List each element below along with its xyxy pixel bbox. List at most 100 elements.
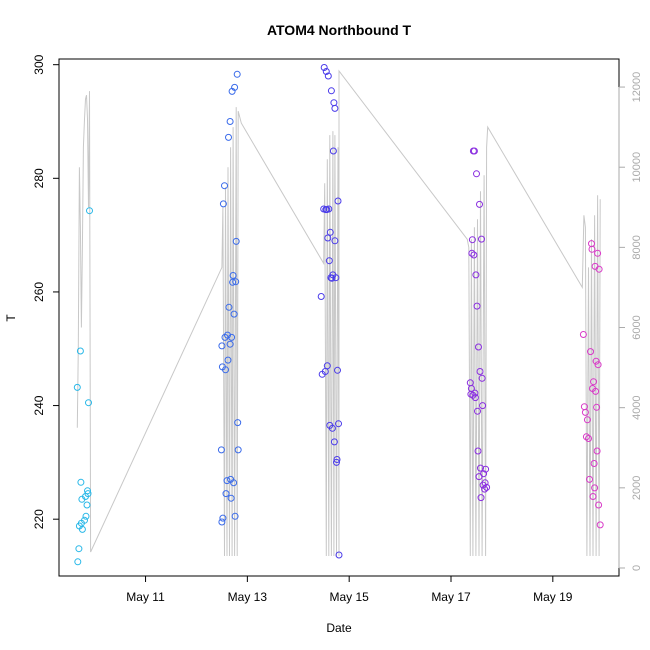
data-point [481,479,489,487]
data-point [334,366,341,374]
data-point [472,271,480,279]
data-point [593,447,601,455]
data-point [592,387,600,395]
x-tick-label: May 15 [330,590,370,604]
data-point [478,235,485,243]
y-tick-label: 280 [32,168,46,188]
data-point [335,420,342,428]
data-point [476,200,483,208]
data-point [482,465,490,473]
data-point [331,237,339,245]
data-point [593,403,601,411]
line-series-layer [76,69,601,557]
data-point [234,419,242,427]
x-tick-label: May 19 [533,590,573,604]
data-point [478,374,486,382]
data-point [335,551,343,559]
data-point [479,481,487,489]
x-axis-label: Date [326,621,352,635]
data-point [474,447,482,455]
data-point [332,274,340,282]
data-point [325,205,333,213]
data-point [229,272,237,279]
data-point [333,456,341,463]
data-point [468,236,476,244]
data-point [468,249,476,257]
data-point [470,251,478,259]
points-layer [73,64,604,566]
data-point [331,104,339,112]
data-point [222,366,229,374]
y-axis-right: 0 2000 4000 6000 8000 10000 12000 [618,72,643,571]
data-point [221,182,228,190]
x-tick-label: May 17 [431,590,471,604]
data-point [75,545,83,553]
data-point [83,501,91,509]
chart-title: ATOM4 Northbound T [267,22,412,38]
data-point [225,303,233,311]
data-point [320,64,328,71]
data-point [588,245,596,253]
y2-tick-label: 4000 [631,395,643,419]
data-point [333,458,340,466]
data-point [479,402,487,410]
data-point [218,342,226,350]
data-point [581,408,589,416]
y-tick-label: 300 [32,54,46,74]
y-tick-label: 220 [32,509,46,529]
data-point [476,368,484,375]
y2-tick-label: 0 [631,565,643,571]
data-point [224,331,231,339]
data-point [324,72,332,80]
data-point [583,416,591,424]
x-tick-label: May 13 [228,590,268,604]
data-point [473,170,480,178]
data-point [586,475,593,483]
data-point [330,99,338,107]
y2-tick-label: 12000 [631,72,643,103]
data-point [328,424,336,432]
data-point [76,347,84,355]
y-tick-label: 260 [32,282,46,302]
data-point [592,357,600,365]
data-point [475,343,482,351]
x-axis: May 11 May 13 May 15 May 17 May 19 [126,576,573,604]
data-point [589,493,597,500]
data-point [327,87,335,95]
data-point [229,278,237,286]
data-point [226,118,234,125]
data-point [324,234,332,242]
y2-tick-label: 10000 [631,152,643,183]
data-point [232,237,240,245]
data-point [85,399,92,407]
data-point [585,435,592,442]
data-point [223,477,231,485]
data-point [594,249,602,257]
data-point [334,197,342,205]
data-point [84,490,92,498]
data-point [219,514,227,522]
data-point [483,483,491,491]
data-point [234,446,242,454]
data-point [579,331,587,338]
data-point [86,207,93,215]
data-point [225,133,232,141]
data-point [326,228,334,236]
data-point [467,385,475,392]
data-point [222,490,230,498]
y-axis-label: T [4,314,18,322]
data-point [77,478,85,486]
data-point [587,348,594,356]
data-point [78,525,86,533]
y2-tick-label: 8000 [631,235,643,259]
data-point [477,494,485,502]
data-point [474,407,481,415]
data-point [328,274,336,282]
data-point [224,356,232,364]
y2-tick-label: 6000 [631,315,643,339]
data-point [330,438,338,446]
data-point [230,310,238,318]
data-point [325,257,333,265]
data-point [473,302,481,310]
